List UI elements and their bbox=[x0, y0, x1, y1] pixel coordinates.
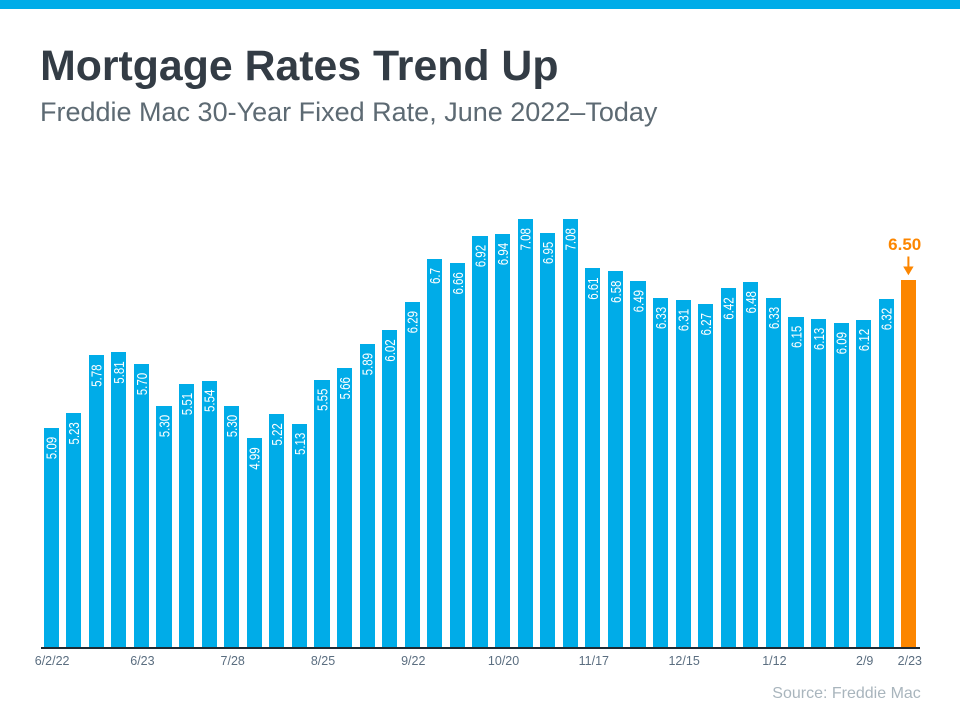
svg-text:5.78: 5.78 bbox=[90, 364, 106, 386]
svg-text:6.33: 6.33 bbox=[767, 307, 783, 329]
svg-text:7.08: 7.08 bbox=[518, 228, 534, 250]
svg-text:6.13: 6.13 bbox=[812, 328, 828, 350]
svg-text:6.92: 6.92 bbox=[473, 245, 489, 267]
svg-text:5.22: 5.22 bbox=[270, 423, 286, 445]
svg-text:6.29: 6.29 bbox=[406, 311, 422, 333]
svg-text:6.02: 6.02 bbox=[383, 339, 399, 361]
svg-text:5.51: 5.51 bbox=[180, 393, 196, 415]
svg-text:5.66: 5.66 bbox=[338, 377, 354, 399]
svg-text:6.95: 6.95 bbox=[541, 242, 557, 264]
svg-text:5.09: 5.09 bbox=[45, 437, 61, 459]
svg-text:5.30: 5.30 bbox=[157, 415, 173, 437]
svg-text:6.09: 6.09 bbox=[834, 332, 850, 354]
svg-text:7.08: 7.08 bbox=[564, 228, 580, 250]
svg-text:5.70: 5.70 bbox=[135, 373, 151, 395]
svg-text:5.30: 5.30 bbox=[225, 415, 241, 437]
svg-text:5.54: 5.54 bbox=[203, 390, 219, 412]
svg-text:4.99: 4.99 bbox=[248, 447, 264, 469]
svg-text:6.27: 6.27 bbox=[699, 313, 715, 335]
svg-text:6.48: 6.48 bbox=[744, 291, 760, 313]
svg-text:6.58: 6.58 bbox=[609, 281, 625, 303]
svg-text:6.33: 6.33 bbox=[654, 307, 670, 329]
svg-text:6.7: 6.7 bbox=[428, 268, 444, 284]
svg-text:6.94: 6.94 bbox=[496, 243, 512, 265]
svg-text:6.66: 6.66 bbox=[451, 272, 467, 294]
svg-text:5.23: 5.23 bbox=[67, 422, 83, 444]
svg-text:6.15: 6.15 bbox=[789, 326, 805, 348]
svg-text:6.32: 6.32 bbox=[880, 308, 896, 330]
svg-text:6.12: 6.12 bbox=[857, 329, 873, 351]
svg-text:5.81: 5.81 bbox=[112, 361, 128, 383]
svg-text:6.31: 6.31 bbox=[676, 309, 692, 331]
svg-text:5.55: 5.55 bbox=[315, 389, 331, 411]
svg-text:6.61: 6.61 bbox=[586, 277, 602, 299]
svg-text:6.42: 6.42 bbox=[722, 297, 738, 319]
svg-text:5.89: 5.89 bbox=[360, 353, 376, 375]
svg-text:5.13: 5.13 bbox=[293, 433, 309, 455]
svg-text:6.49: 6.49 bbox=[631, 290, 647, 312]
